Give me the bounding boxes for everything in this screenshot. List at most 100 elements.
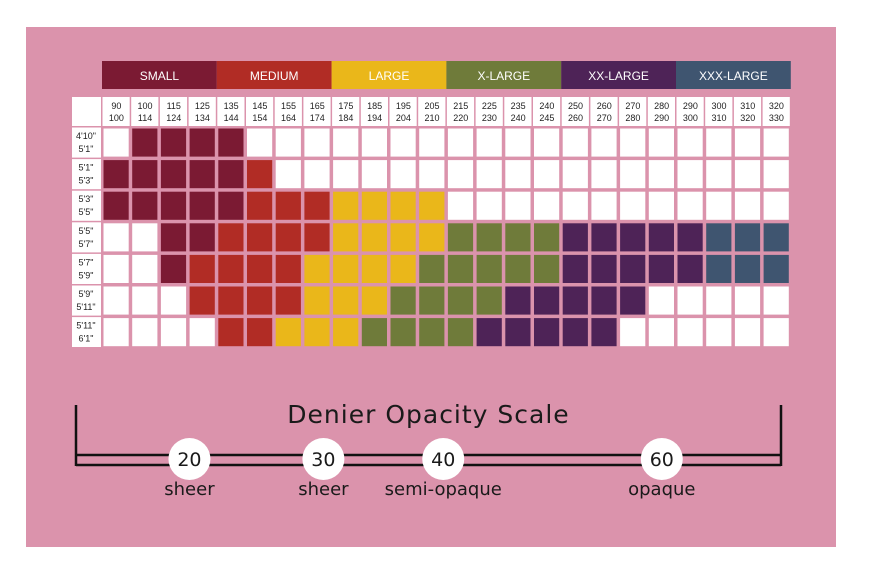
size-cell <box>103 191 129 220</box>
size-cell <box>189 254 215 283</box>
weight-to-label: 124 <box>166 113 181 123</box>
denier-value: 40 <box>431 449 455 471</box>
weight-to-label: 230 <box>482 113 497 123</box>
height-from-label: 5'9" <box>79 289 94 299</box>
size-cell <box>304 160 330 189</box>
size-cell <box>677 128 703 157</box>
size-cell <box>706 160 732 189</box>
size-cell <box>447 223 474 252</box>
size-cell <box>333 128 359 157</box>
size-cell <box>734 286 761 315</box>
weight-to-label: 210 <box>425 113 440 123</box>
size-cell <box>103 223 129 252</box>
size-cell <box>103 160 129 189</box>
weight-header-cell <box>389 97 417 126</box>
height-from-label: 5'1" <box>79 163 94 173</box>
weight-header-cell <box>561 97 589 126</box>
size-header-label: SMALL <box>140 69 180 83</box>
size-header-label: XXX-LARGE <box>699 69 768 83</box>
size-cell <box>275 160 301 189</box>
size-cell <box>218 286 244 315</box>
size-cell <box>505 318 531 347</box>
height-from-label: 5'11" <box>76 321 95 331</box>
size-cell <box>534 223 560 252</box>
size-cell <box>763 286 789 315</box>
weight-from-label: 125 <box>195 101 210 111</box>
height-label-cell <box>72 159 101 190</box>
size-cell <box>620 160 646 189</box>
weight-header-cell <box>475 97 503 126</box>
weight-header-cell <box>446 97 475 126</box>
size-cell <box>447 286 474 315</box>
size-header-label: MEDIUM <box>250 69 299 83</box>
size-header-xxx-large <box>676 61 791 89</box>
size-cell <box>734 160 761 189</box>
size-cell <box>447 254 474 283</box>
size-cell <box>648 191 674 220</box>
weight-header-cell <box>217 97 245 126</box>
weight-from-label: 145 <box>252 101 267 111</box>
weight-from-label: 195 <box>396 101 411 111</box>
size-cell <box>304 191 330 220</box>
size-cell <box>476 318 502 347</box>
size-cell <box>189 160 215 189</box>
weight-to-label: 310 <box>712 113 727 123</box>
size-cell <box>476 128 502 157</box>
size-cell <box>103 254 129 283</box>
size-cell <box>734 128 761 157</box>
size-cell <box>304 254 330 283</box>
size-cell <box>103 318 129 347</box>
size-cell <box>247 223 273 252</box>
size-cell <box>189 286 215 315</box>
height-label-cell <box>72 285 101 316</box>
size-cell <box>132 128 158 157</box>
size-cell <box>333 160 359 189</box>
size-cell <box>534 254 560 283</box>
weight-from-label: 310 <box>740 101 755 111</box>
size-cell <box>706 254 732 283</box>
size-cell <box>132 191 158 220</box>
weight-to-label: 154 <box>252 113 267 123</box>
size-cell <box>620 254 646 283</box>
weight-header-cell <box>762 97 790 126</box>
size-cell <box>706 128 732 157</box>
weight-header-cell <box>274 97 302 126</box>
size-cell <box>160 191 187 220</box>
weight-header-cell <box>332 97 360 126</box>
size-cell <box>390 160 416 189</box>
denier-value: 20 <box>177 449 201 471</box>
size-cell <box>734 254 761 283</box>
size-cell <box>218 160 244 189</box>
height-label-cell <box>72 253 101 284</box>
weight-header-cell <box>418 97 446 126</box>
size-cell <box>103 128 129 157</box>
size-cell <box>218 191 244 220</box>
size-cell <box>562 286 588 315</box>
size-header-medium <box>216 61 332 89</box>
weight-to-label: 290 <box>654 113 669 123</box>
size-cell <box>304 286 330 315</box>
size-cell <box>763 160 789 189</box>
size-cell <box>390 128 416 157</box>
size-cell <box>419 318 445 347</box>
size-cell <box>620 286 646 315</box>
weight-from-label: 165 <box>310 101 325 111</box>
weight-from-label: 155 <box>281 101 296 111</box>
size-cell <box>648 254 674 283</box>
denier-marker <box>422 438 465 480</box>
size-cell <box>160 160 187 189</box>
weight-to-label: 134 <box>195 113 210 123</box>
size-cell <box>534 160 560 189</box>
size-cell <box>620 223 646 252</box>
size-cell <box>763 318 789 347</box>
weight-from-label: 240 <box>539 101 554 111</box>
size-cell <box>447 160 474 189</box>
denier-value: 30 <box>311 449 335 471</box>
size-cell <box>648 286 674 315</box>
weight-to-label: 260 <box>568 113 583 123</box>
size-cell <box>189 191 215 220</box>
size-cell <box>562 318 588 347</box>
size-header-small <box>102 61 217 89</box>
size-cell <box>132 160 158 189</box>
size-cell <box>763 191 789 220</box>
